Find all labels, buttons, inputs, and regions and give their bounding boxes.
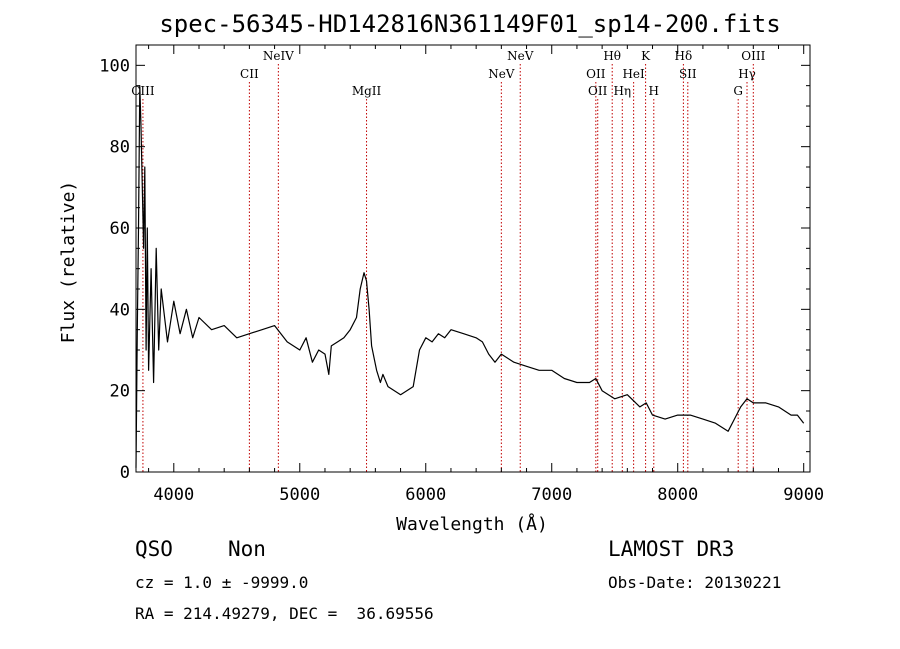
x-tick-label: 6000 (405, 485, 446, 505)
coordinates: RA = 214.49279, DEC = 36.69556 (135, 604, 434, 623)
x-tick-label: 7000 (531, 485, 572, 505)
x-tick-label: 4000 (153, 485, 194, 505)
x-tick-label: 5000 (279, 485, 320, 505)
line-label: CIII (131, 84, 155, 98)
y-tick-label: 100 (99, 56, 130, 76)
x-axis-label: Wavelength (Å) (396, 513, 548, 535)
plot-frame (135, 44, 811, 473)
line-label: HeI (622, 67, 645, 81)
line-label: NeIV (263, 49, 294, 63)
redshift-cz: cz = 1.0 ± -9999.0 (135, 573, 309, 592)
line-label: Hδ (675, 49, 693, 63)
spectrum-layer (135, 85, 805, 468)
object-class: QSO (135, 537, 173, 561)
line-label: H (649, 84, 659, 98)
line-label: SII (679, 67, 697, 81)
y-tick-label: 20 (110, 382, 130, 402)
line-label: Hθ (603, 49, 621, 63)
chart-title: spec-56345-HD142816N361149F01_sp14-200.f… (159, 10, 780, 38)
object-subclass: Non (228, 537, 266, 561)
axes-layer: 4000 5000 6000 7000 8000 9000 0 20 40 60 80 100 (99, 44, 824, 505)
line-label: OII (588, 84, 608, 98)
y-tick-label: 40 (110, 300, 130, 320)
line-label: CII (240, 67, 259, 81)
line-label: OIII (741, 49, 765, 63)
x-tick-label: 8000 (657, 485, 698, 505)
emission-lines-layer: CIII CII NeIV MgII NeV NeV OII OII Hθ Hη HeI K H Hδ SI… (131, 49, 766, 472)
line-label: Hγ (738, 67, 756, 81)
y-tick-label: 80 (110, 138, 130, 158)
line-label: Hη (613, 84, 631, 98)
line-label: NeV (507, 49, 534, 63)
y-axis-label: Flux (relative) (58, 181, 79, 344)
survey-name: LAMOST DR3 (608, 537, 735, 561)
y-tick-label: 0 (120, 463, 130, 483)
x-tick-label: 9000 (783, 485, 824, 505)
observation-date: Obs-Date: 20130221 (608, 573, 782, 592)
line-label: NeV (488, 67, 515, 81)
spectrum-series (135, 85, 805, 468)
line-label: MgII (352, 84, 382, 98)
line-label: OII (586, 67, 606, 81)
line-label: G (733, 84, 743, 98)
y-tick-label: 60 (110, 219, 130, 239)
line-label: K (641, 49, 651, 63)
